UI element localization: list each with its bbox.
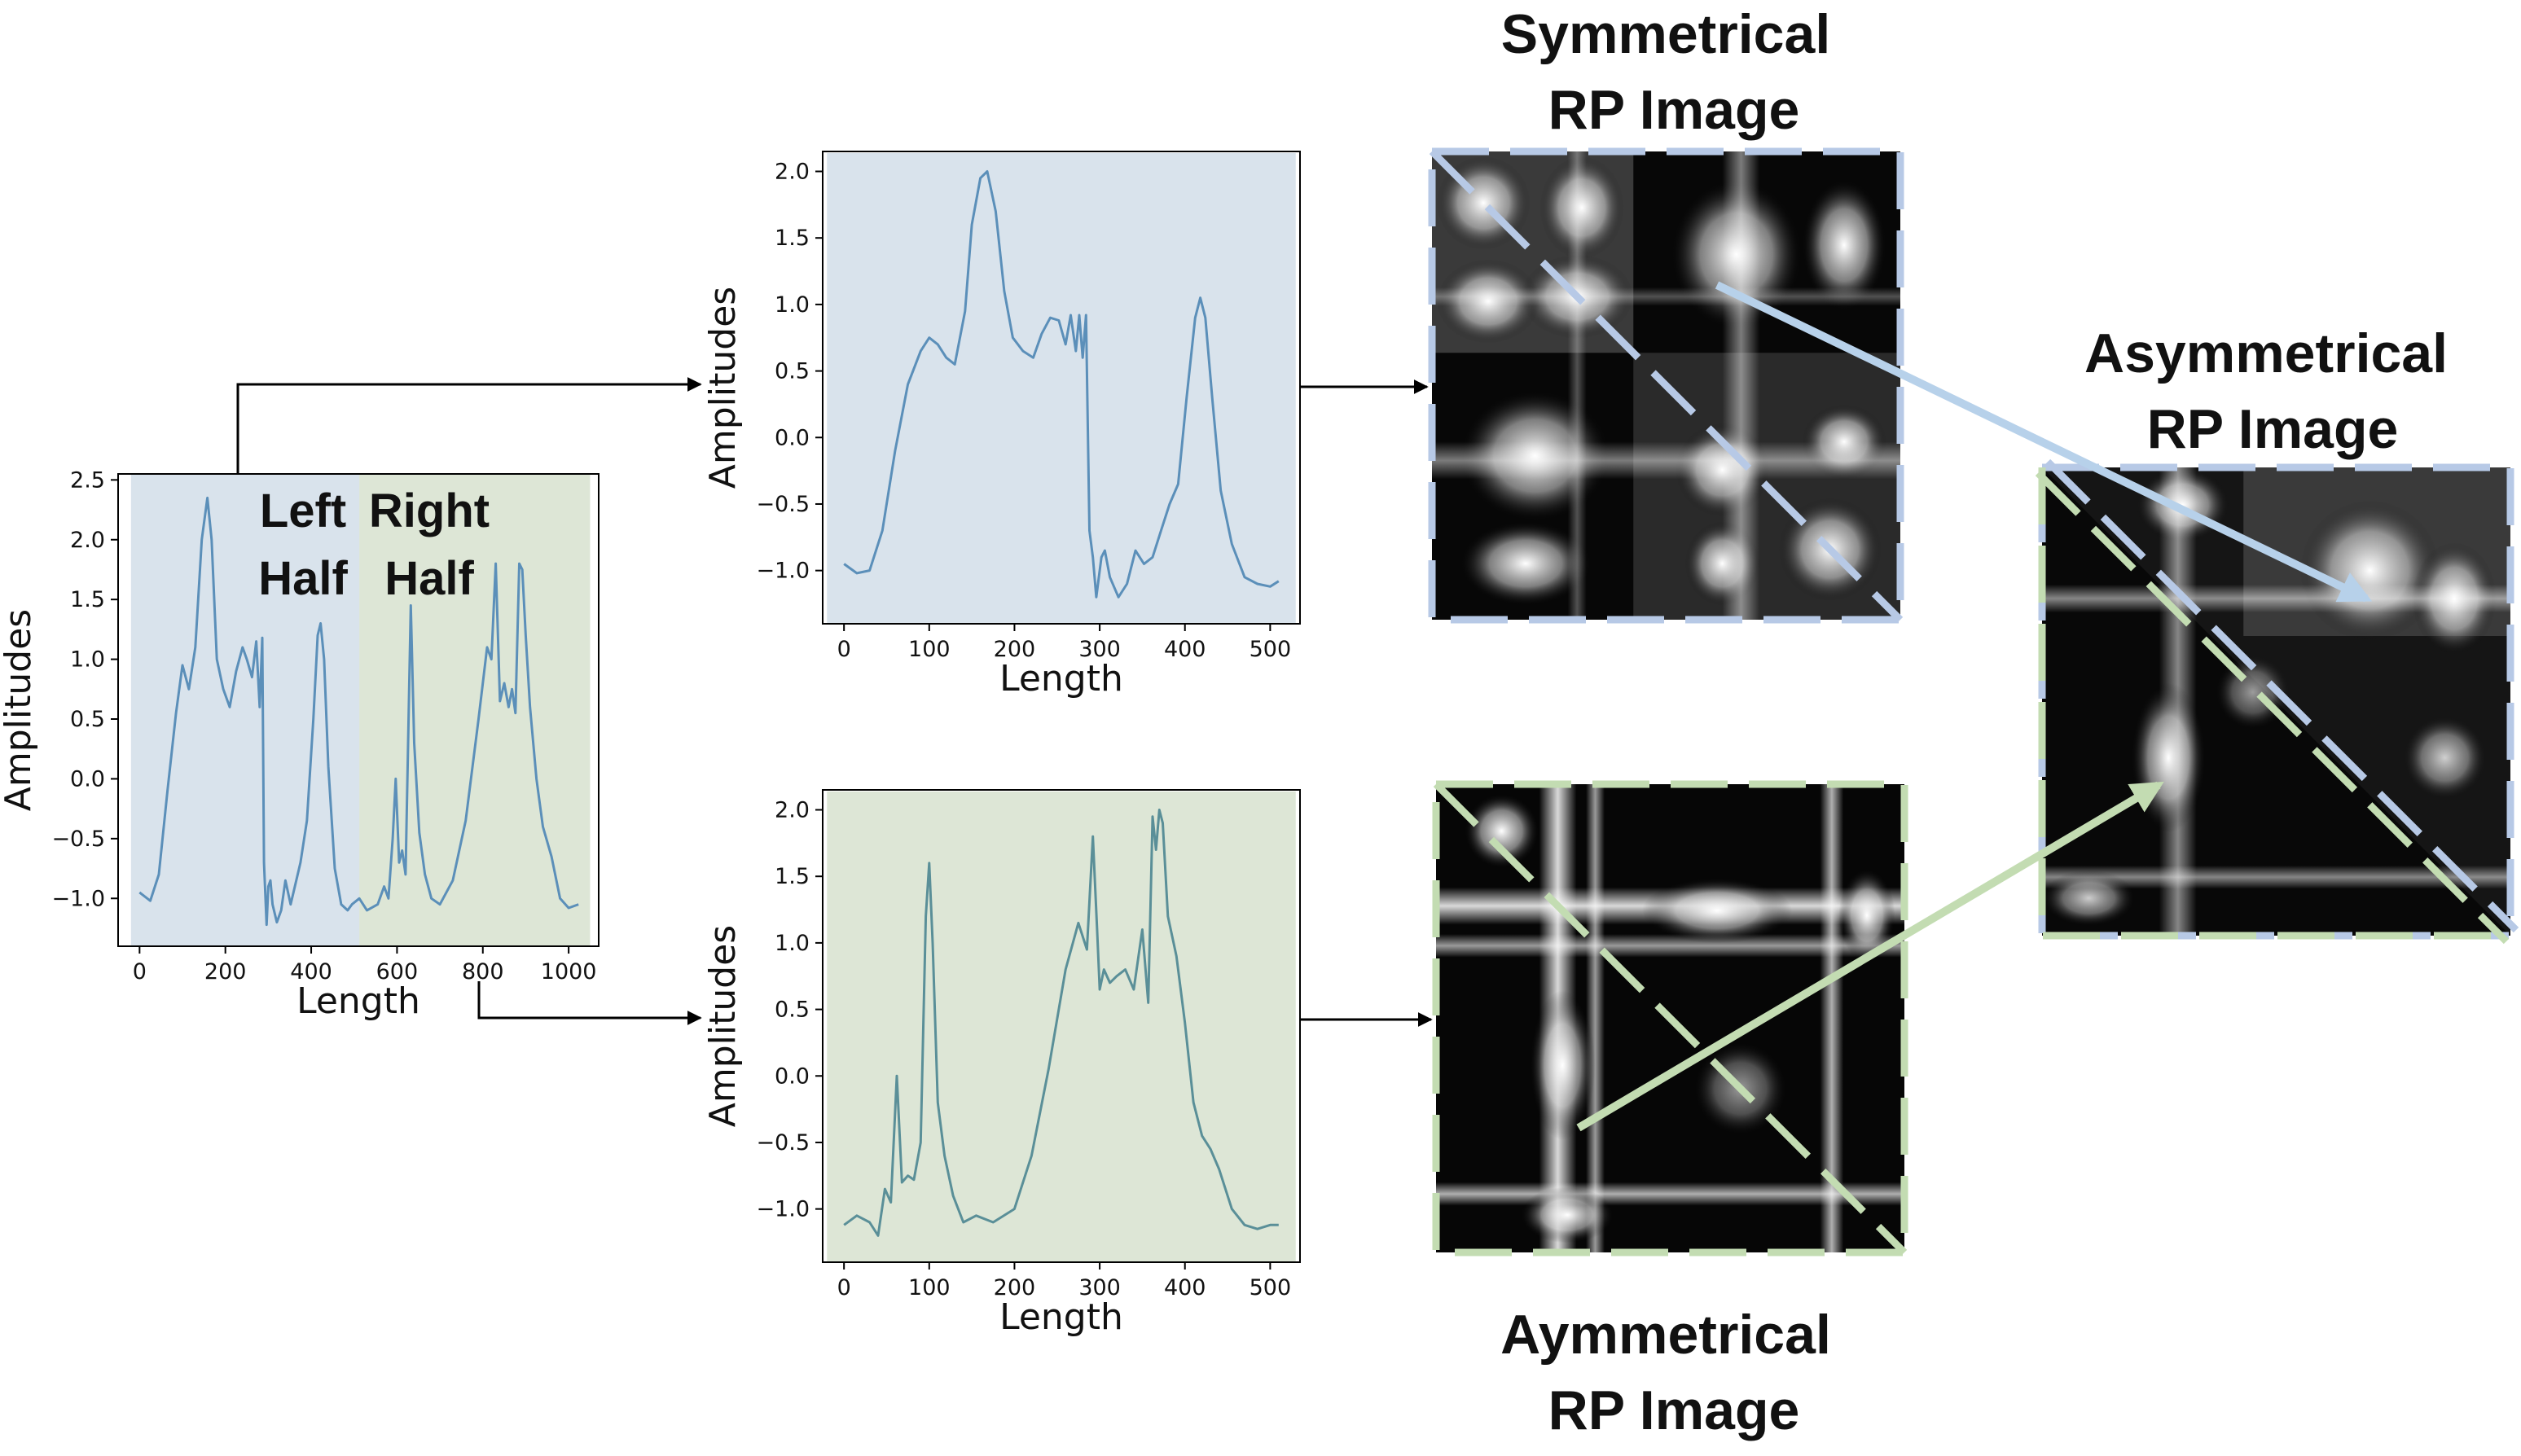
asymmetrical-title-line1: Asymmetrical — [2084, 322, 2448, 384]
right_half-xtick-label: 500 — [1250, 1275, 1292, 1300]
full_signal-ylabel: Amplitudes — [0, 609, 39, 811]
asymmetrical-rp-diagonal-blue — [2044, 458, 2519, 933]
full_signal-xtick-label: 400 — [290, 959, 332, 985]
left_half-ytick-label: 2.0 — [775, 160, 810, 185]
full_signal-ytick-label: 0.0 — [70, 766, 105, 792]
full-signal-chart: 0 200 400 600 800 1000 −1.0 −0.5 0.0 0.5 1.0 1.5 2.0… — [0, 467, 600, 1022]
full_signal-xtick-label: 800 — [462, 959, 504, 985]
right_half-ytick-label: 0.5 — [775, 998, 810, 1023]
left_half-xtick-label: 500 — [1250, 637, 1292, 662]
symmetrical-title-line2: RP Image — [1548, 79, 1800, 141]
right_half-ylabel: Amplitudes — [702, 925, 744, 1127]
arrow-to-right-half — [477, 981, 702, 1025]
right_half-xtick-label: 100 — [908, 1275, 951, 1300]
left_half-xtick-label: 400 — [1164, 637, 1206, 662]
full_signal-ytick-label: 2.5 — [70, 467, 105, 493]
right_half-series-line — [843, 809, 1279, 1237]
right-half-label-line2: Half — [384, 552, 474, 605]
right_half-ytick-label: 1.5 — [775, 864, 810, 889]
right_half-xlabel: Length — [999, 1296, 1123, 1338]
full_signal-xtick-label: 1000 — [541, 959, 597, 985]
right_half-xtick-label: 200 — [994, 1275, 1036, 1300]
full_signal-region-0 — [130, 474, 360, 946]
full_signal-ytick-label: 1.0 — [70, 647, 105, 673]
left_half-xtick-label: 0 — [837, 637, 851, 662]
green-transfer-arrow — [1576, 781, 2164, 1132]
right_half-ytick-label: −0.5 — [756, 1130, 810, 1156]
aymmetrical-title-line1: Aymmetrical — [1500, 1304, 1831, 1366]
aymmetrical-rp-image — [1432, 780, 1908, 1256]
left-half-label-line1: Left — [260, 485, 346, 537]
symmetrical-rp-image — [1428, 147, 1904, 624]
asymmetrical-title-line2: RP Image — [2147, 398, 2399, 460]
left_half-region — [827, 153, 1296, 624]
left_half-ytick-label: 0.5 — [775, 359, 810, 384]
left_half-ytick-label: −0.5 — [756, 492, 810, 517]
full_signal-axes-frame — [117, 473, 600, 947]
right_half-xtick-label: 0 — [837, 1275, 851, 1300]
full_signal-ytick-label: 0.5 — [70, 707, 105, 732]
left-half-chart: 0 100 200 300 400 500 −1.0 −0.5 0.0 0.5 1.0 1.5 2.0 L… — [702, 151, 1301, 699]
right-half-label-line1: Right — [369, 485, 490, 537]
left_half-xlabel: Length — [999, 658, 1123, 699]
symmetrical-title-line1: Symmetrical — [1501, 3, 1830, 65]
left_half-xtick-label: 300 — [1078, 637, 1121, 662]
left_half-ytick-label: 0.0 — [775, 425, 810, 450]
left_half-series-line — [843, 170, 1280, 599]
symmetrical-rp-diagonal — [1429, 148, 1904, 623]
right_half-ytick-label: −1.0 — [756, 1197, 810, 1222]
right-half-chart: 0 100 200 300 400 500 −1.0 −0.5 0.0 0.5 1.0 1.5 2.0 L… — [702, 789, 1301, 1338]
right_half-xtick-label: 400 — [1164, 1275, 1206, 1300]
asymmetrical-rp-diagonal-green — [2035, 470, 2510, 945]
left_half-ylabel: Amplitudes — [702, 287, 744, 489]
full_signal-ytick-label: −0.5 — [51, 827, 105, 852]
left_half-ytick-label: 1.0 — [775, 292, 810, 318]
arrow-to-left-half — [236, 377, 702, 474]
full_signal-xtick-label: 200 — [204, 959, 247, 985]
full_signal-xtick-label: 0 — [133, 959, 147, 985]
full_signal-region-1 — [359, 474, 591, 946]
full_signal-ytick-label: 2.0 — [70, 528, 105, 553]
left_half-ytick-label: 1.5 — [775, 226, 810, 251]
left_half-xtick-label: 100 — [908, 637, 951, 662]
left_half-xtick-label: 200 — [994, 637, 1036, 662]
aymmetrical-title-line2: RP Image — [1548, 1379, 1800, 1441]
blue-transfer-arrow — [1715, 281, 2373, 603]
aymmetrical-rp-diagonal — [1433, 781, 1908, 1256]
right_half-region — [827, 792, 1296, 1262]
full_signal-ytick-label: 1.5 — [70, 587, 105, 612]
full_signal-xlabel: Length — [296, 980, 420, 1022]
right_half-ytick-label: 2.0 — [775, 798, 810, 823]
left_half-ytick-label: −1.0 — [756, 559, 810, 584]
right_half-axes-frame — [822, 789, 1301, 1263]
half-labels: Left Half Right Half — [258, 485, 490, 605]
asymmetrical-rp-image — [2035, 458, 2519, 945]
full_signal-series-line — [138, 496, 579, 927]
right_half-xtick-label: 300 — [1078, 1275, 1121, 1300]
full_signal-ytick-label: −1.0 — [51, 886, 105, 911]
left-half-label-line2: Half — [258, 552, 348, 605]
full_signal-xtick-label: 600 — [376, 959, 419, 985]
connectors — [236, 377, 1433, 1027]
right_half-ytick-label: 0.0 — [775, 1063, 810, 1089]
titles: Symmetrical RP Image Asymmetrical RP Ima… — [1500, 3, 2448, 1441]
right_half-ytick-label: 1.0 — [775, 931, 810, 956]
